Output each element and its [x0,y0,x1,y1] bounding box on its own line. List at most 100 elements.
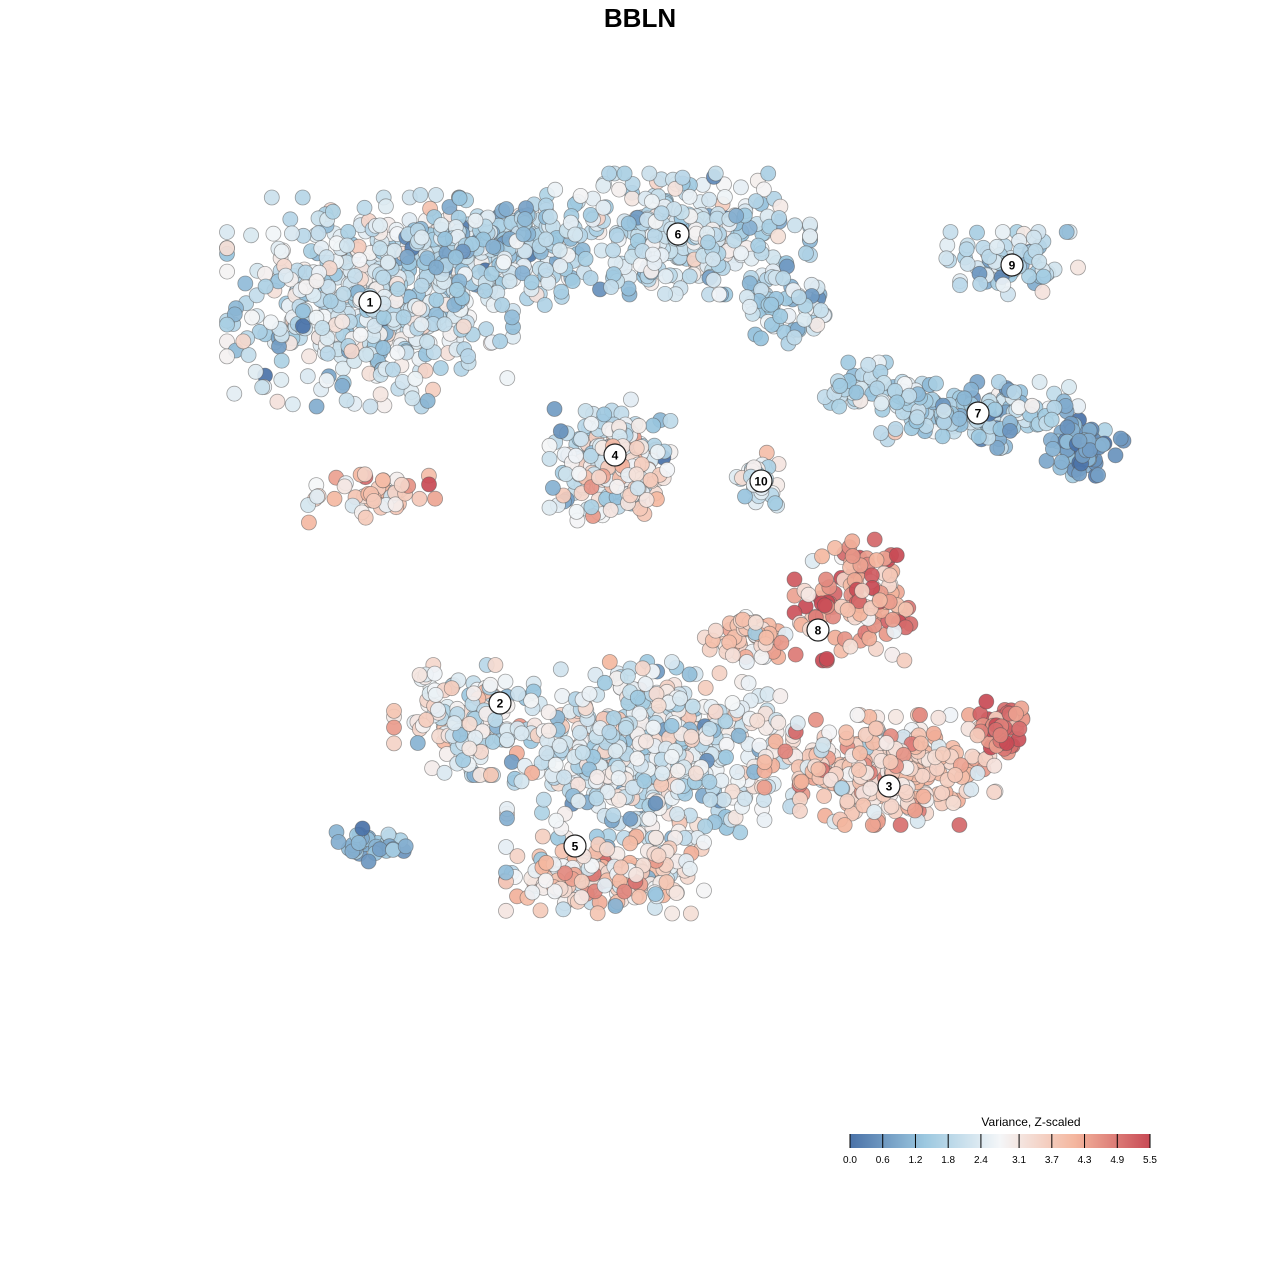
scatter-point [301,348,318,365]
scatter-point [816,597,833,614]
cluster-marker [488,691,512,715]
scatter-point [572,725,588,741]
scatter-point [618,720,634,736]
legend-tick-label: 1.8 [941,1155,955,1166]
scatter-point [548,812,565,829]
scatter-point [568,447,584,464]
scatter-point [862,780,879,797]
scatter-point [756,812,773,828]
scatter-point [384,361,401,378]
scatter-point [240,347,257,363]
scatter-point [336,478,353,495]
scatter-point [564,273,581,290]
scatter-point [413,277,430,294]
scatter-point [324,203,341,220]
scatter-point [1002,422,1018,439]
scatter-point [343,343,360,360]
scatter-point [583,499,600,516]
scatter-point [235,333,252,350]
scatter-point [251,323,268,340]
points-layer [219,165,1132,922]
scatter-point [432,360,449,377]
scatter-point [650,697,667,714]
scatter-point [377,198,394,215]
cluster-number: 9 [1009,259,1016,273]
scatter-point [777,743,794,760]
scatter-point [956,390,973,407]
scatter-point [889,394,905,411]
scatter-point [896,652,913,669]
scatter-point [839,601,856,618]
scatter-point [664,905,680,922]
scatter-point [657,285,673,302]
scatter-point [318,372,335,389]
scatter-point [219,263,236,280]
scatter-point [650,847,667,864]
scatter-point [534,828,551,845]
scatter-point [428,291,445,308]
scatter-point [810,761,827,778]
scatter-point [958,241,975,258]
scatter-point [419,333,436,350]
scatter-point [551,737,568,754]
scatter-point [605,807,622,824]
legend-tick-label: 0.6 [876,1155,890,1166]
scatter-point [638,491,655,508]
cluster-marker [358,290,382,314]
scatter-point [551,242,568,259]
scatter-point [1071,432,1088,449]
scatter-point [629,750,646,767]
scatter-point [642,472,659,489]
scatter-point [994,224,1011,240]
scatter-point [451,190,468,207]
scatter-point [357,509,374,526]
scatter-point [308,273,325,290]
scatter-point [818,651,835,667]
scatter-point [934,428,951,445]
scatter-point [972,275,989,292]
scatter-point [446,715,463,732]
scatter-point [411,490,428,507]
scatter-point [813,302,829,319]
scatter-point [247,363,264,380]
scatter-point [326,490,343,507]
scatter-point [868,720,884,737]
scatter-point [707,622,724,639]
scatter-point [733,179,749,196]
scatter-point [631,705,648,722]
scatter-point [756,754,773,771]
cluster-number: 5 [572,840,579,854]
scatter-point [952,277,968,294]
scatter-point [740,675,757,692]
scatter-point [664,654,680,670]
scatter-point [816,788,832,804]
scatter-point [641,810,658,827]
scatter-point [670,762,686,779]
scatter-point [844,533,861,550]
scatter-point [605,266,622,283]
scatter-point [407,370,424,387]
scatter-point [601,654,618,670]
scatter-point [786,329,803,346]
scatter-point [540,704,557,721]
scatter-point [787,217,803,234]
scatter-point [524,765,540,781]
scatter-point [848,384,865,401]
scatter-point [613,859,629,876]
scatter-point [334,313,351,330]
scatter-point [645,417,662,434]
scatter-point [669,806,685,822]
scatter-point [428,187,444,203]
scatter-point [773,634,790,651]
scatter-point [730,727,747,744]
scatter-point [554,688,571,704]
legend-ticks: 0.0 0.6 1.2 1.8 2.4 3.1 3.7 4.3 4.9 5.5 [843,1134,1157,1166]
scatter-point [786,571,803,588]
scatter-point [340,223,357,240]
scatter-point [715,791,732,808]
scatter-point [681,666,698,683]
scatter-point [1059,419,1076,436]
scatter-point [763,296,780,313]
scatter-point [986,784,1003,800]
scatter-point [1024,397,1040,414]
